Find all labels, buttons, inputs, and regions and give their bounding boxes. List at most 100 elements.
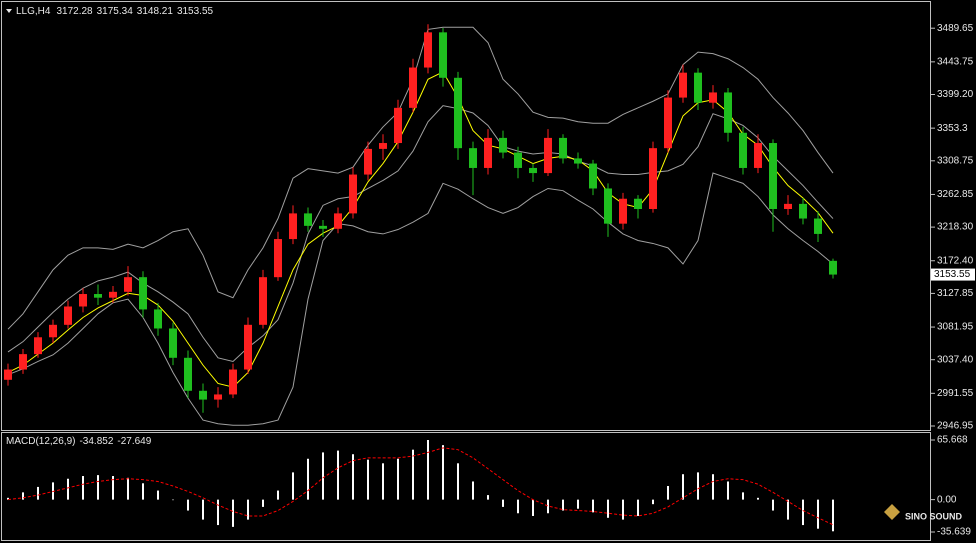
- macd-bar: [457, 463, 459, 500]
- candle-body: [154, 309, 162, 329]
- macd-bar: [577, 499, 579, 509]
- macd-bar: [622, 499, 624, 520]
- macd-bar: [832, 499, 834, 532]
- macd-bar: [97, 475, 99, 500]
- symbol-name: LLG,H4: [16, 6, 51, 17]
- candle-body: [724, 92, 732, 133]
- candle-body: [484, 137, 492, 168]
- candle-body: [334, 213, 342, 229]
- macd-bar: [667, 486, 669, 500]
- candle-body: [589, 163, 597, 189]
- macd-bar: [817, 499, 819, 529]
- candle-body: [274, 239, 282, 278]
- macd-bar: [232, 499, 234, 527]
- macd-header: MACD(12,26,9) -34.852 -27.649: [6, 436, 152, 447]
- macd-bar: [652, 499, 654, 505]
- macd-bar: [502, 499, 504, 507]
- candle-body: [754, 143, 762, 168]
- macd-title: MACD(12,26,9): [6, 436, 75, 447]
- macd-bar: [517, 499, 519, 514]
- macd-bar: [592, 499, 594, 513]
- macd-value: -34.852: [79, 436, 113, 447]
- macd-bar: [547, 499, 549, 514]
- macd-bar: [322, 452, 324, 500]
- macd-bar: [757, 497, 759, 500]
- macd-bar: [292, 472, 294, 500]
- macd-bar: [412, 449, 414, 500]
- macd-frame: [1, 432, 931, 541]
- candle-body: [559, 137, 567, 159]
- macd-bar: [7, 497, 9, 500]
- macd-bar: [367, 459, 369, 500]
- candle-body: [304, 213, 312, 226]
- candle-body: [199, 390, 207, 400]
- candle-body: [394, 107, 402, 144]
- y-tick-label: 3443.75: [937, 56, 974, 67]
- candle-body: [94, 294, 102, 298]
- macd-bar: [217, 499, 219, 526]
- y-tick-label: 0.00: [937, 494, 957, 505]
- candle-body: [679, 72, 687, 98]
- macd-bar: [532, 499, 534, 516]
- y-tick-label: 2991.55: [937, 388, 974, 399]
- y-tick-label: 3353.3: [937, 123, 968, 134]
- candle-body: [769, 143, 777, 209]
- candle-body: [64, 306, 72, 325]
- candle-body: [139, 277, 147, 310]
- candle-body: [4, 369, 12, 380]
- macd-bar: [22, 492, 24, 500]
- candle-body: [424, 32, 432, 68]
- y-tick-label: -35.639: [937, 527, 971, 538]
- y-tick-label: 3218.30: [937, 222, 974, 233]
- menu-arrow[interactable]: [6, 9, 12, 13]
- macd-bar: [562, 499, 564, 511]
- candle-body: [829, 260, 837, 275]
- watermark: SINO SOUND: [905, 511, 963, 521]
- macd-bar: [772, 499, 774, 511]
- y-tick-label: 3489.65: [937, 23, 974, 34]
- candle-body: [319, 225, 327, 229]
- macd-bar: [742, 492, 744, 500]
- macd-bar: [277, 490, 279, 500]
- candle-body: [379, 143, 387, 149]
- macd-bar: [682, 474, 684, 500]
- price-label: 3153.55: [934, 269, 971, 280]
- macd-bar: [247, 499, 249, 520]
- signal-value: -27.649: [117, 436, 151, 447]
- macd-bar: [382, 463, 384, 500]
- candle-body: [244, 324, 252, 370]
- macd-bar: [262, 499, 264, 507]
- macd-bar: [142, 483, 144, 500]
- candle-body: [709, 92, 717, 103]
- low-value: 3148.21: [137, 6, 174, 17]
- close-value: 3153.55: [177, 6, 214, 17]
- bollinger-band: [7, 26, 834, 330]
- candle-body: [649, 148, 657, 209]
- candle-body: [529, 167, 537, 174]
- candle-body: [499, 137, 507, 153]
- candle-body: [454, 77, 462, 149]
- candle-body: [469, 148, 477, 168]
- candle-body: [664, 97, 672, 149]
- y-tick-label: 3262.85: [937, 189, 974, 200]
- main-frame: [1, 1, 931, 431]
- candle-body: [619, 198, 627, 224]
- macd-bar: [187, 499, 189, 511]
- y-tick-label: 65.668: [937, 435, 968, 446]
- macd-bar: [82, 476, 84, 500]
- candle-body: [439, 32, 447, 78]
- candle-body: [574, 158, 582, 164]
- candle-body: [349, 174, 357, 214]
- candle-body: [694, 72, 702, 103]
- macd-bar: [802, 499, 804, 526]
- candle-body: [214, 394, 222, 400]
- candle-body: [259, 277, 267, 325]
- macd-bar: [127, 477, 129, 500]
- candle-body: [229, 369, 237, 395]
- macd-bar: [352, 454, 354, 500]
- candle-body: [799, 203, 807, 219]
- candle-body: [184, 357, 192, 391]
